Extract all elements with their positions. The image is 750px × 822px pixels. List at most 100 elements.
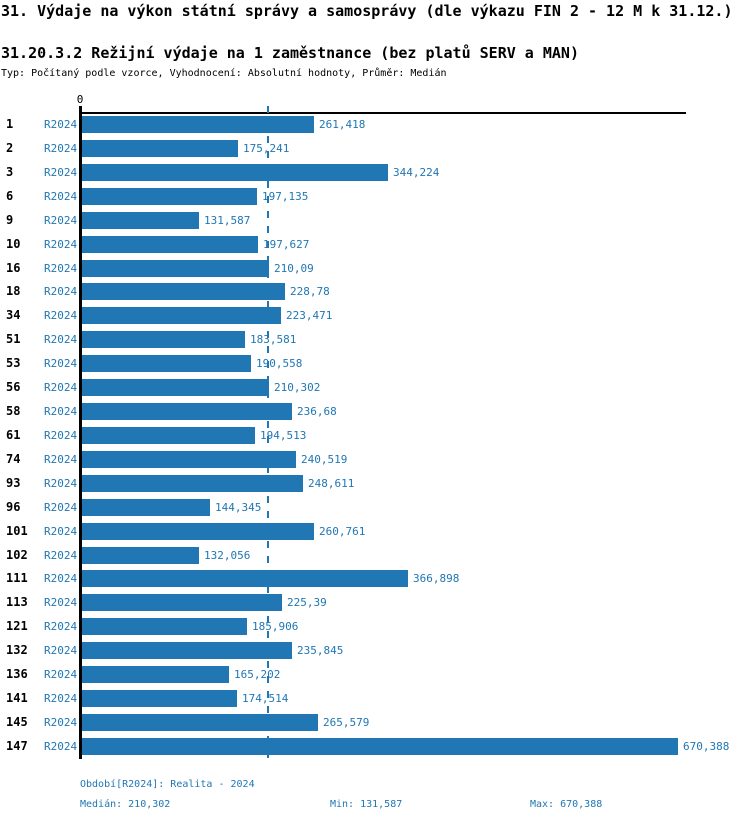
bar-value-label: 131,587	[204, 214, 251, 227]
value-bar	[82, 116, 314, 133]
value-bar	[82, 283, 285, 300]
value-bar	[82, 164, 388, 181]
value-bar	[82, 403, 292, 420]
chart-row: 147 R2024 670,388	[0, 738, 750, 755]
bar-value-label: 236,68	[297, 405, 337, 418]
x-axis-zero-label: 0	[76, 93, 84, 106]
row-series-label: R2024	[44, 190, 78, 203]
row-series-label: R2024	[44, 453, 78, 466]
chart-subtitle: 31.20.3.2 Režijní výdaje na 1 zaměstnanc…	[1, 44, 579, 62]
row-rank-label: 102	[6, 548, 28, 562]
row-rank-label: 61	[6, 428, 21, 442]
row-series-label: R2024	[44, 214, 78, 227]
row-rank-label: 58	[6, 404, 21, 418]
row-rank-label: 9	[6, 213, 14, 227]
row-series-label: R2024	[44, 166, 78, 179]
row-series-label: R2024	[44, 285, 78, 298]
x-axis-top-line	[79, 112, 686, 114]
row-series-label: R2024	[44, 238, 78, 251]
row-rank-label: 145	[6, 715, 28, 729]
row-series-label: R2024	[44, 525, 78, 538]
row-rank-label: 113	[6, 595, 28, 609]
chart-row: 121 R2024 185,906	[0, 618, 750, 635]
bar-value-label: 185,906	[252, 620, 299, 633]
chart-row: 113 R2024 225,39	[0, 594, 750, 611]
bar-value-label: 228,78	[290, 285, 330, 298]
value-bar	[82, 738, 678, 755]
min-stat-label: Min: 131,587	[330, 799, 403, 810]
row-series-label: R2024	[44, 668, 78, 681]
value-bar	[82, 260, 269, 277]
median-reference-line	[267, 106, 269, 765]
row-rank-label: 141	[6, 691, 28, 705]
chart-row: 56 R2024 210,302	[0, 379, 750, 396]
row-series-label: R2024	[44, 381, 78, 394]
period-label: Období[R2024]: Realita - 2024	[80, 779, 255, 790]
row-series-label: R2024	[44, 429, 78, 442]
row-series-label: R2024	[44, 740, 78, 753]
row-series-label: R2024	[44, 357, 78, 370]
row-rank-label: 132	[6, 643, 28, 657]
row-rank-label: 2	[6, 141, 14, 155]
bar-value-label: 197,627	[263, 238, 310, 251]
chart-row: 111 R2024 366,898	[0, 570, 750, 587]
bar-value-label: 190,558	[256, 357, 303, 370]
row-rank-label: 10	[6, 237, 21, 251]
chart-row: 1 R2024 261,418	[0, 116, 750, 133]
row-rank-label: 1	[6, 117, 14, 131]
bar-value-label: 194,513	[260, 429, 307, 442]
row-series-label: R2024	[44, 572, 78, 585]
value-bar	[82, 714, 318, 731]
row-rank-label: 93	[6, 476, 21, 490]
chart-row: 34 R2024 223,471	[0, 307, 750, 324]
row-rank-label: 3	[6, 165, 14, 179]
value-bar	[82, 475, 303, 492]
value-bar	[82, 140, 238, 157]
bar-value-label: 260,761	[319, 525, 366, 538]
chart-row: 136 R2024 165,202	[0, 666, 750, 683]
bar-value-label: 197,135	[262, 190, 309, 203]
value-bar	[82, 570, 408, 587]
row-series-label: R2024	[44, 477, 78, 490]
bar-value-label: 225,39	[287, 596, 327, 609]
row-series-label: R2024	[44, 549, 78, 562]
bar-value-label: 344,224	[393, 166, 440, 179]
bar-value-label: 261,418	[319, 118, 366, 131]
chart-row: 58 R2024 236,68	[0, 403, 750, 420]
value-bar	[82, 379, 269, 396]
value-bar	[82, 427, 255, 444]
bar-value-label: 174,514	[242, 692, 289, 705]
bar-value-label: 670,388	[683, 740, 730, 753]
bar-value-label: 183,581	[250, 333, 297, 346]
row-series-label: R2024	[44, 692, 78, 705]
value-bar	[82, 188, 257, 205]
chart-row: 9 R2024 131,587	[0, 212, 750, 229]
bar-value-label: 175,241	[243, 142, 290, 155]
chart-row: 3 R2024 344,224	[0, 164, 750, 181]
chart-row: 74 R2024 240,519	[0, 451, 750, 468]
row-rank-label: 74	[6, 452, 21, 466]
chart-row: 10 R2024 197,627	[0, 236, 750, 253]
value-bar	[82, 642, 292, 659]
chart-row: 16 R2024 210,09	[0, 260, 750, 277]
value-bar	[82, 307, 281, 324]
chart-row: 96 R2024 144,345	[0, 499, 750, 516]
chart-row: 6 R2024 197,135	[0, 188, 750, 205]
row-series-label: R2024	[44, 118, 78, 131]
row-series-label: R2024	[44, 262, 78, 275]
value-bar	[82, 690, 237, 707]
bar-value-label: 366,898	[413, 572, 460, 585]
page-title: 31. Výdaje na výkon státní správy a samo…	[1, 2, 733, 20]
row-series-label: R2024	[44, 333, 78, 346]
chart-row: 18 R2024 228,78	[0, 283, 750, 300]
value-bar	[82, 547, 199, 564]
chart-row: 53 R2024 190,558	[0, 355, 750, 372]
row-rank-label: 96	[6, 500, 21, 514]
row-rank-label: 16	[6, 261, 21, 275]
bar-value-label: 210,302	[274, 381, 321, 394]
row-rank-label: 53	[6, 356, 21, 370]
value-bar	[82, 355, 251, 372]
bar-value-label: 132,056	[204, 549, 251, 562]
chart-row: 2 R2024 175,241	[0, 140, 750, 157]
